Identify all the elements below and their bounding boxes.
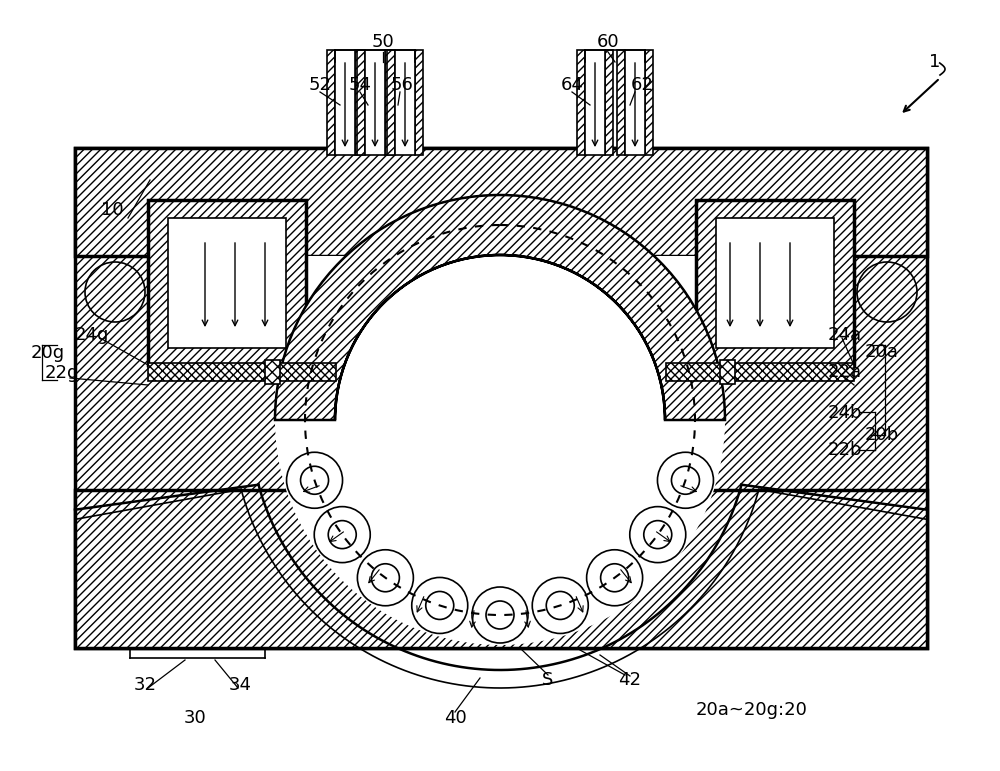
Bar [666, 363, 854, 381]
Bar [385, 50, 393, 155]
Bar [585, 50, 605, 155]
Bar [617, 50, 625, 155]
Text: 32: 32 [134, 676, 156, 694]
Text: 62: 62 [631, 76, 653, 94]
Text: 50: 50 [372, 33, 394, 51]
Text: 56: 56 [391, 76, 413, 94]
Text: 40: 40 [444, 709, 466, 727]
Bar [385, 50, 393, 155]
Bar [696, 200, 854, 365]
Text: 22a: 22a [828, 363, 862, 381]
Text: 54: 54 [349, 76, 372, 94]
Bar [148, 200, 306, 365]
Bar [327, 50, 335, 155]
Text: 34: 34 [228, 676, 252, 694]
Bar [265, 360, 280, 384]
Bar [395, 50, 415, 155]
Bar [355, 50, 363, 155]
Bar [148, 363, 336, 381]
Text: 52: 52 [308, 76, 332, 94]
Text: 42: 42 [618, 671, 642, 689]
Bar [75, 148, 927, 256]
Bar [415, 50, 423, 155]
Bar [387, 50, 395, 155]
Text: 24g: 24g [75, 326, 109, 344]
Text: 64: 64 [561, 76, 583, 94]
Bar [305, 256, 697, 420]
Bar [625, 50, 645, 155]
Text: 22g: 22g [45, 364, 79, 382]
Bar [605, 50, 613, 155]
Text: 20g: 20g [31, 344, 65, 362]
Wedge shape [275, 195, 725, 420]
Text: S: S [542, 671, 554, 689]
Bar [327, 50, 335, 155]
Bar [696, 200, 854, 365]
Circle shape [275, 195, 725, 645]
Text: 20a~20g:20: 20a~20g:20 [696, 701, 808, 719]
Bar [365, 50, 385, 155]
Bar [355, 50, 363, 155]
Bar [275, 256, 725, 420]
Text: 60: 60 [597, 33, 619, 51]
Text: 20b: 20b [865, 426, 899, 444]
Text: 30: 30 [184, 709, 206, 727]
Text: 24a: 24a [828, 326, 862, 344]
Bar [645, 50, 653, 155]
Bar [357, 50, 365, 155]
Bar [75, 148, 927, 648]
Bar [357, 50, 365, 155]
Bar [168, 218, 286, 348]
Bar [148, 363, 336, 381]
Bar [617, 50, 625, 155]
Bar [716, 218, 834, 348]
Bar [75, 148, 927, 256]
Bar [666, 363, 854, 381]
Text: 1: 1 [929, 53, 941, 71]
Wedge shape [335, 255, 665, 420]
Bar [720, 360, 735, 384]
Bar [415, 50, 423, 155]
Bar [75, 490, 927, 648]
Text: 24b: 24b [828, 404, 862, 422]
Bar [605, 50, 613, 155]
Bar [75, 490, 927, 648]
Bar [148, 200, 306, 365]
Bar [75, 148, 927, 648]
Bar [577, 50, 585, 155]
Bar [387, 50, 395, 155]
Bar [265, 360, 280, 384]
Text: 20a: 20a [865, 343, 899, 361]
Bar [335, 50, 355, 155]
Bar [720, 360, 735, 384]
Bar [645, 50, 653, 155]
Text: 10: 10 [101, 201, 123, 219]
Bar [577, 50, 585, 155]
Text: 22b: 22b [828, 441, 862, 459]
